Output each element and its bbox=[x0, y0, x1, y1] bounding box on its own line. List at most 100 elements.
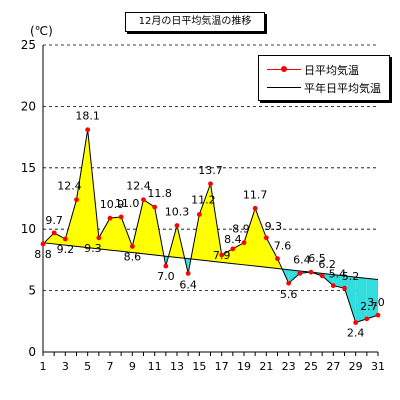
data-label-day-19: 8.9 bbox=[232, 223, 250, 236]
legend: 日平均気温 平年日平均気温 bbox=[258, 55, 390, 101]
label-layer: 8.89.79.212.418.19.310.911.08.612.411.87… bbox=[34, 110, 385, 340]
data-label-day-25: 6.5 bbox=[308, 252, 326, 265]
fill-area-day-23-0 bbox=[288, 269, 300, 284]
data-point-day-20 bbox=[252, 205, 258, 211]
chart-title: 12月の日平均気温の推移 bbox=[125, 12, 265, 32]
x-tick-label-1: 1 bbox=[40, 360, 47, 373]
data-point-day-9 bbox=[129, 243, 135, 249]
fill-area-day-6-0 bbox=[98, 218, 110, 251]
data-point-day-1 bbox=[40, 241, 46, 247]
data-point-day-29 bbox=[353, 320, 359, 325]
data-label-day-20: 11.7 bbox=[243, 188, 268, 201]
data-point-day-4 bbox=[74, 197, 79, 203]
fill-area-day-29-0 bbox=[355, 277, 367, 323]
x-tick-label-11: 11 bbox=[148, 360, 162, 373]
fill-area-day-3-0 bbox=[65, 199, 77, 247]
data-point-day-5 bbox=[85, 127, 91, 133]
data-label-day-29: 2.4 bbox=[347, 327, 365, 340]
data-label-day-16: 13.7 bbox=[198, 164, 223, 177]
data-point-day-22 bbox=[275, 256, 280, 262]
x-tick-label-15: 15 bbox=[192, 360, 206, 373]
y-tick-label-0: 0 bbox=[28, 345, 36, 359]
y-tick-label-20: 20 bbox=[21, 99, 36, 113]
data-label-day-5: 18.1 bbox=[75, 110, 100, 123]
x-tick-label-9: 9 bbox=[129, 360, 136, 373]
fill-area-day-4-0 bbox=[76, 129, 88, 248]
data-point-day-17 bbox=[219, 252, 225, 258]
fill-area-day-17-0 bbox=[221, 248, 233, 264]
fill-area-day-30-0 bbox=[366, 278, 378, 319]
data-point-day-30 bbox=[364, 316, 370, 322]
x-tick-label-17: 17 bbox=[215, 360, 229, 373]
fill-area-day-10-0 bbox=[143, 199, 155, 255]
fill-area-day-28-0 bbox=[344, 275, 356, 323]
data-label-day-12: 7.0 bbox=[157, 270, 175, 283]
data-label-day-10: 12.4 bbox=[126, 180, 151, 193]
data-label-day-28: 5.2 bbox=[342, 270, 360, 283]
x-tick-label-5: 5 bbox=[84, 360, 91, 373]
legend-item-normal: 平年日平均気温 bbox=[259, 78, 389, 96]
fill-area-day-20-0 bbox=[255, 208, 267, 268]
y-tick-label-15: 15 bbox=[21, 161, 36, 175]
x-tick-label-25: 25 bbox=[304, 360, 318, 373]
data-point-day-11 bbox=[152, 204, 158, 210]
data-point-day-7 bbox=[107, 215, 113, 221]
series-line-normal bbox=[42, 242, 379, 281]
data-label-day-23: 5.6 bbox=[280, 288, 298, 301]
data-label-day-21: 9.3 bbox=[265, 220, 283, 233]
grid-layer bbox=[43, 44, 378, 292]
data-point-day-15 bbox=[196, 212, 202, 217]
data-label-day-31: 3.0 bbox=[367, 296, 385, 309]
data-label-day-11: 11.8 bbox=[147, 187, 172, 200]
x-tick-label-21: 21 bbox=[259, 360, 273, 373]
data-label-day-22: 7.6 bbox=[274, 240, 292, 253]
data-point-day-16 bbox=[208, 181, 213, 187]
data-point-day-6 bbox=[96, 235, 102, 241]
data-label-day-27: 5.4 bbox=[329, 268, 347, 281]
data-label-day-30: 2.7 bbox=[360, 300, 378, 313]
data-label-day-7: 10.9 bbox=[100, 198, 125, 211]
x-tick-label-29: 29 bbox=[349, 360, 363, 373]
legend-marker-actual bbox=[281, 66, 287, 72]
data-label-day-14: 6.4 bbox=[179, 278, 197, 291]
data-point-day-3 bbox=[62, 236, 68, 242]
x-tick-label-23: 23 bbox=[282, 360, 296, 373]
data-point-day-24 bbox=[297, 271, 303, 276]
y-axis-unit: (℃) bbox=[30, 24, 53, 38]
fill-area-day-15-0 bbox=[199, 183, 211, 262]
data-label-day-13: 10.3 bbox=[165, 206, 190, 219]
data-label-day-4: 12.4 bbox=[57, 180, 82, 193]
x-tick-label-19: 19 bbox=[237, 360, 251, 373]
legend-line-normal bbox=[267, 87, 301, 88]
fill-area-day-19-0 bbox=[244, 208, 256, 267]
data-point-day-10 bbox=[141, 197, 146, 203]
x-tick-label-7: 7 bbox=[107, 360, 114, 373]
legend-label-actual: 日平均気温 bbox=[304, 64, 359, 77]
data-point-day-14 bbox=[185, 271, 191, 276]
data-point-day-25 bbox=[308, 269, 314, 275]
data-point-day-23 bbox=[286, 280, 292, 286]
data-point-day-12 bbox=[163, 263, 169, 269]
fill-area-day-21-0 bbox=[266, 237, 278, 269]
data-label-day-1: 8.8 bbox=[34, 248, 52, 261]
data-point-day-13 bbox=[174, 223, 180, 228]
data-point-day-8 bbox=[118, 214, 124, 220]
data-point-day-28 bbox=[342, 285, 347, 291]
data-label-day-9: 8.6 bbox=[124, 250, 142, 263]
line-layer bbox=[40, 127, 381, 325]
legend-item-actual: 日平均気温 bbox=[259, 60, 389, 78]
fill-layer bbox=[43, 129, 378, 323]
fill-area-day-18-0 bbox=[232, 242, 244, 265]
data-label-day-24: 6.4 bbox=[293, 253, 311, 266]
data-point-day-21 bbox=[263, 235, 269, 241]
data-label-day-17: 7.9 bbox=[213, 249, 231, 262]
data-label-day-18: 8.4 bbox=[224, 233, 242, 246]
data-point-day-19 bbox=[241, 240, 247, 246]
data-point-day-27 bbox=[330, 283, 336, 289]
data-label-day-26: 6.2 bbox=[318, 258, 336, 271]
x-tick-label-31: 31 bbox=[371, 360, 385, 373]
data-label-day-8: 11.0 bbox=[115, 197, 140, 210]
data-point-day-18 bbox=[230, 246, 236, 252]
x-tick-label-13: 13 bbox=[170, 360, 184, 373]
